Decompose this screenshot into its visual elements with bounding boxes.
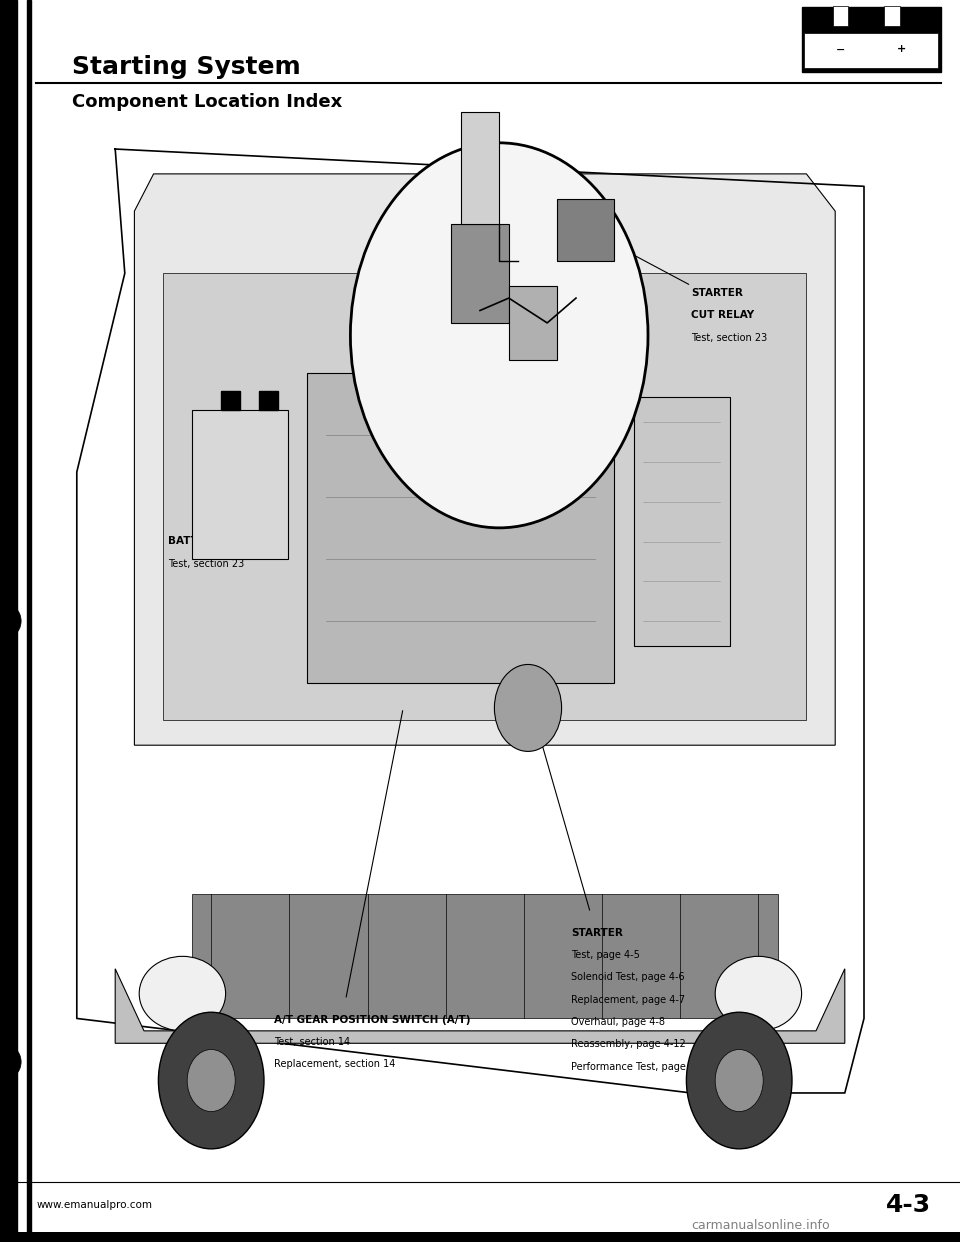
Text: A/T GEAR POSITION SWITCH (A/T): A/T GEAR POSITION SWITCH (A/T) xyxy=(274,1015,470,1025)
Bar xyxy=(259,391,278,410)
Circle shape xyxy=(187,1049,235,1112)
Text: Test, section 23: Test, section 23 xyxy=(168,559,244,569)
Bar xyxy=(833,6,849,26)
Text: Test, section 14: Test, section 14 xyxy=(274,1037,349,1047)
Text: 4-3: 4-3 xyxy=(886,1192,931,1217)
Text: SWITCH (M/T): SWITCH (M/T) xyxy=(331,537,412,546)
Text: section 12: section 12 xyxy=(331,604,382,614)
Circle shape xyxy=(499,298,614,447)
Bar xyxy=(451,224,509,323)
Bar xyxy=(509,286,557,360)
Bar xyxy=(634,397,730,646)
Text: Solenoid Test, page 4-6: Solenoid Test, page 4-6 xyxy=(571,972,684,982)
Text: Performance Test, page 4-13: Performance Test, page 4-13 xyxy=(571,1062,711,1072)
Polygon shape xyxy=(115,969,845,1043)
Text: CUT RELAY: CUT RELAY xyxy=(691,310,755,320)
Text: CLUTCH INTERLOCK: CLUTCH INTERLOCK xyxy=(331,514,446,524)
Text: Replacement, section 14: Replacement, section 14 xyxy=(274,1059,395,1069)
Bar xyxy=(557,199,614,261)
Text: Test, page 4-5: Test, page 4-5 xyxy=(571,950,640,960)
Text: carmanualsonline.info: carmanualsonline.info xyxy=(691,1220,829,1232)
Text: BATTERY: BATTERY xyxy=(168,537,220,546)
Bar xyxy=(884,6,900,26)
Circle shape xyxy=(0,606,21,636)
Bar xyxy=(27,0,31,1242)
Polygon shape xyxy=(134,174,835,745)
Text: Test, page 4-43: Test, page 4-43 xyxy=(331,559,406,569)
Ellipse shape xyxy=(715,956,802,1031)
Circle shape xyxy=(494,664,562,751)
Bar xyxy=(802,7,941,72)
Text: Switch position adjustment,: Switch position adjustment, xyxy=(331,581,468,591)
Text: Starting System: Starting System xyxy=(72,55,300,79)
Text: Test, section 23: Test, section 23 xyxy=(691,333,767,343)
Ellipse shape xyxy=(139,956,226,1031)
Polygon shape xyxy=(192,894,778,1018)
Text: Replacement, page 4-7: Replacement, page 4-7 xyxy=(571,995,685,1005)
Bar xyxy=(192,410,288,559)
Polygon shape xyxy=(163,273,806,720)
Text: Overhaul, page 4-8: Overhaul, page 4-8 xyxy=(571,1017,665,1027)
Circle shape xyxy=(350,143,648,528)
Bar xyxy=(221,391,240,410)
Text: Component Location Index: Component Location Index xyxy=(72,93,343,111)
Text: www.emanualpro.com: www.emanualpro.com xyxy=(36,1200,153,1210)
Text: STARTER: STARTER xyxy=(571,928,623,938)
Bar xyxy=(0,1232,960,1242)
Text: Reassembly, page 4-12: Reassembly, page 4-12 xyxy=(571,1040,686,1049)
Circle shape xyxy=(686,1012,792,1149)
Bar xyxy=(0,0,17,1242)
Text: ENGINE: ENGINE xyxy=(851,60,892,70)
Bar xyxy=(804,32,938,68)
Text: STARTER: STARTER xyxy=(691,288,743,298)
Circle shape xyxy=(0,1047,21,1077)
Circle shape xyxy=(158,1012,264,1149)
Bar xyxy=(307,373,614,683)
Text: +: + xyxy=(898,45,906,55)
Bar xyxy=(461,112,499,224)
Circle shape xyxy=(715,1049,763,1112)
Text: −: − xyxy=(836,45,845,55)
